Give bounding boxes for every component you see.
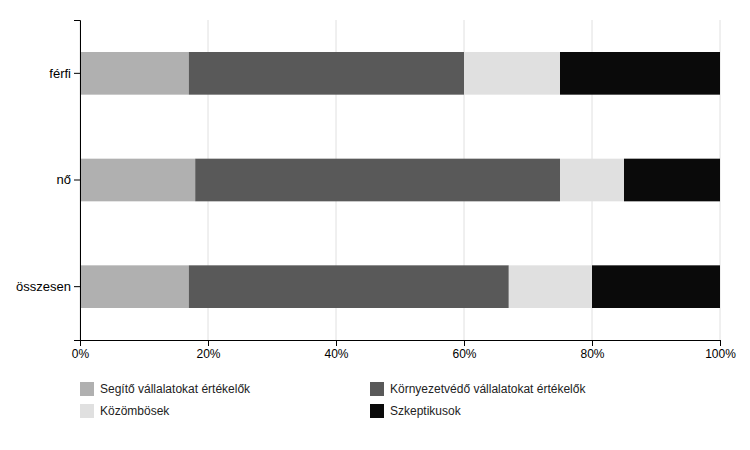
tick-mark — [74, 180, 80, 181]
grid — [80, 20, 720, 340]
bar — [560, 159, 624, 202]
legend-label: Közömbösek — [100, 404, 170, 418]
bar — [560, 52, 720, 95]
tick-label: 40% — [324, 347, 348, 361]
tick-label: 0% — [72, 347, 90, 361]
tick: 40% — [324, 340, 348, 361]
series — [560, 52, 720, 308]
tick-mark — [74, 73, 80, 74]
tick: férfi — [49, 65, 80, 80]
tick: nő — [57, 172, 80, 187]
tick: 80% — [580, 340, 604, 361]
tick-label: 60% — [452, 347, 476, 361]
tick-mark — [74, 286, 80, 287]
axis-line — [74, 21, 81, 341]
legend: Segítő vállalatokat értékelők Környezetvé… — [80, 382, 586, 418]
tick-label: férfi — [49, 65, 71, 80]
y-axis: férfi nő összesen — [16, 21, 80, 341]
bar — [80, 265, 189, 308]
legend-label: Környezetvédő vállalatokat értékelők — [390, 382, 586, 396]
tick-label: 80% — [580, 347, 604, 361]
axis-line — [81, 341, 721, 347]
tick: 60% — [452, 340, 476, 361]
tick-mark — [336, 340, 337, 346]
tick: 20% — [196, 340, 220, 361]
legend-item: Szkeptikusok — [370, 404, 462, 418]
plot: 0% 20% 40% 60% 80% 100% férfi nő összesen — [16, 20, 736, 361]
tick: 100% — [705, 340, 736, 361]
bar — [592, 265, 720, 308]
bar — [195, 159, 560, 202]
tick: 0% — [72, 340, 90, 361]
legend-label: Segítő vállalatokat értékelők — [100, 382, 251, 396]
bars — [80, 52, 720, 308]
bar — [509, 265, 592, 308]
chart: 0% 20% 40% 60% 80% 100% férfi nő összesen Segítő … — [0, 0, 750, 450]
legend-item: Segítő vállalatokat értékelők — [80, 382, 251, 396]
x-axis: 0% 20% 40% 60% 80% 100% — [72, 340, 736, 361]
tick-label: nő — [57, 172, 71, 187]
legend-item: Közömbösek — [80, 404, 170, 418]
bar — [624, 159, 720, 202]
tick: összesen — [16, 279, 80, 294]
bar — [80, 52, 189, 95]
legend-swatch — [370, 382, 384, 396]
tick-label: 100% — [705, 347, 736, 361]
legend-label: Szkeptikusok — [390, 404, 462, 418]
series — [189, 52, 560, 308]
legend-swatch — [370, 404, 384, 418]
tick-mark — [464, 340, 465, 346]
legend-item: Környezetvédő vállalatokat értékelők — [370, 382, 586, 396]
bar — [189, 265, 509, 308]
legend-swatch — [80, 404, 94, 418]
bar — [80, 159, 195, 202]
tick-label: 20% — [196, 347, 220, 361]
bar — [464, 52, 560, 95]
bar — [189, 52, 464, 95]
series — [80, 52, 195, 308]
legend-swatch — [80, 382, 94, 396]
tick-label: összesen — [16, 279, 71, 294]
tick-mark — [592, 340, 593, 346]
tick-mark — [208, 340, 209, 346]
tick-mark — [720, 340, 721, 346]
